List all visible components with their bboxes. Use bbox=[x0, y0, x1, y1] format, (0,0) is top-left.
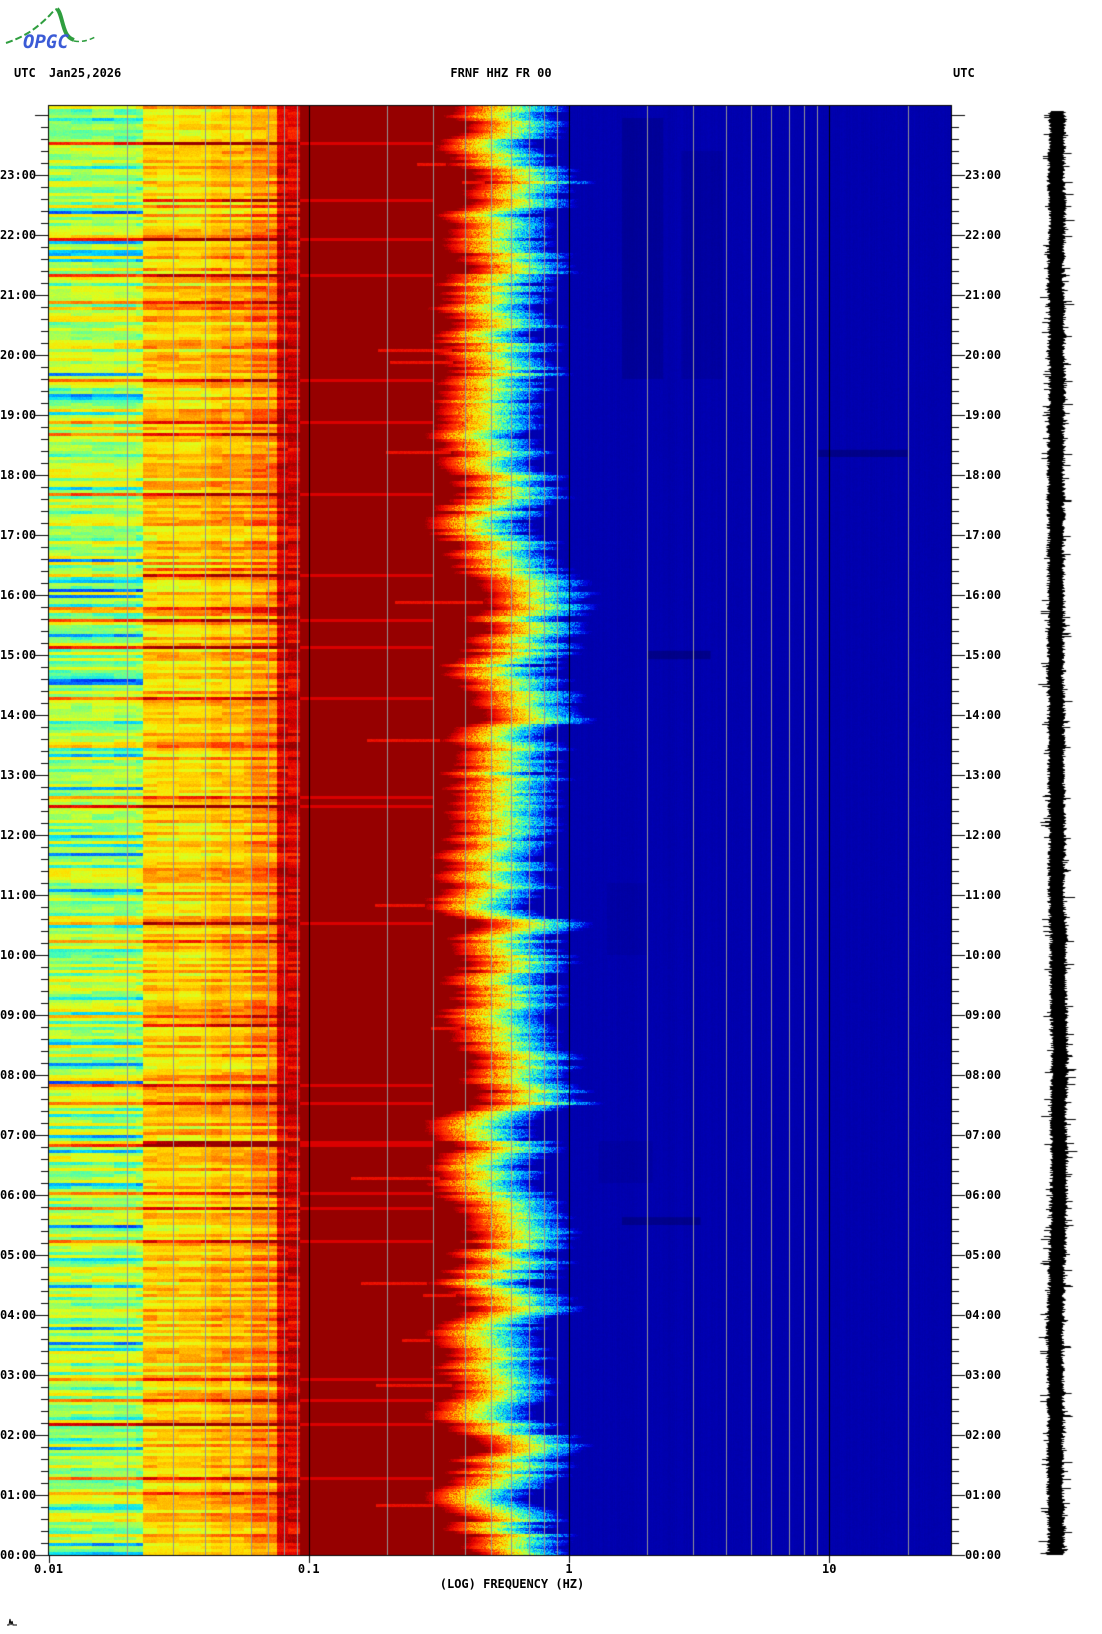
hour-label-left: 16:00 bbox=[0, 588, 37, 602]
hour-label-left: 19:00 bbox=[0, 408, 37, 422]
hour-label-left: 22:00 bbox=[0, 228, 37, 242]
hour-label-left: 21:00 bbox=[0, 288, 37, 302]
freq-tick-label: 0.01 bbox=[34, 1562, 63, 1576]
hour-label-right: 20:00 bbox=[965, 348, 1002, 362]
hour-label-left: 01:00 bbox=[0, 1488, 37, 1502]
hour-label-right: 00:00 bbox=[965, 1548, 1002, 1562]
hour-label-right: 05:00 bbox=[965, 1248, 1002, 1262]
freq-axis-label: (LOG) FREQUENCY (HZ) bbox=[439, 1577, 585, 1591]
hour-label-left: 17:00 bbox=[0, 528, 37, 542]
hour-label-right: 21:00 bbox=[965, 288, 1002, 302]
hour-label-right: 02:00 bbox=[965, 1428, 1002, 1442]
hour-label-right: 13:00 bbox=[965, 768, 1002, 782]
utc-label-right: UTC bbox=[953, 66, 975, 80]
hour-label-left: 20:00 bbox=[0, 348, 37, 362]
hour-label-left: 18:00 bbox=[0, 468, 37, 482]
hour-label-left: 12:00 bbox=[0, 828, 37, 842]
station-title: FRNF HHZ FR 00 bbox=[450, 66, 552, 80]
date-label: Jan25,2026 bbox=[49, 66, 122, 80]
logo-ridge-peak bbox=[55, 7, 75, 42]
freq-tick-label: 0.1 bbox=[297, 1562, 320, 1576]
corner-mark bbox=[7, 1618, 17, 1626]
hour-label-left: 08:00 bbox=[0, 1068, 37, 1082]
hour-label-right: 09:00 bbox=[965, 1008, 1002, 1022]
hour-label-right: 11:00 bbox=[965, 888, 1002, 902]
freq-tick-label: 1 bbox=[565, 1562, 573, 1576]
hour-label-right: 19:00 bbox=[965, 408, 1002, 422]
hour-label-left: 06:00 bbox=[0, 1188, 37, 1202]
hour-label-right: 14:00 bbox=[965, 708, 1002, 722]
hour-label-left: 13:00 bbox=[0, 768, 37, 782]
logo-ridge-right bbox=[73, 35, 98, 43]
hour-label-left: 23:00 bbox=[0, 168, 37, 182]
opgc-logo-text: OPGC bbox=[23, 31, 69, 53]
hour-label-left: 02:00 bbox=[0, 1428, 37, 1442]
hour-label-left: 00:00 bbox=[0, 1548, 37, 1562]
utc-label-left: UTC bbox=[14, 66, 36, 80]
freq-tick-label: 10 bbox=[821, 1562, 837, 1576]
hour-label-right: 07:00 bbox=[965, 1128, 1002, 1142]
hour-label-left: 15:00 bbox=[0, 648, 37, 662]
hour-label-right: 16:00 bbox=[965, 588, 1002, 602]
hour-label-right: 23:00 bbox=[965, 168, 1002, 182]
hour-label-right: 12:00 bbox=[965, 828, 1002, 842]
hour-label-right: 01:00 bbox=[965, 1488, 1002, 1502]
hour-label-left: 03:00 bbox=[0, 1368, 37, 1382]
hour-label-left: 04:00 bbox=[0, 1308, 37, 1322]
opgc-logo: OPGC bbox=[5, 7, 98, 53]
logo-ridge-left bbox=[5, 8, 58, 44]
hour-label-left: 11:00 bbox=[0, 888, 37, 902]
hour-label-left: 05:00 bbox=[0, 1248, 37, 1262]
hour-label-left: 09:00 bbox=[0, 1008, 37, 1022]
hour-label-left: 07:00 bbox=[0, 1128, 37, 1142]
hour-label-left: 14:00 bbox=[0, 708, 37, 722]
hour-label-right: 15:00 bbox=[965, 648, 1002, 662]
hour-label-right: 04:00 bbox=[965, 1308, 1002, 1322]
hour-label-right: 06:00 bbox=[965, 1188, 1002, 1202]
hour-label-right: 17:00 bbox=[965, 528, 1002, 542]
hour-label-right: 18:00 bbox=[965, 468, 1002, 482]
hour-label-right: 08:00 bbox=[965, 1068, 1002, 1082]
hour-label-right: 10:00 bbox=[965, 948, 1002, 962]
hour-label-left: 10:00 bbox=[0, 948, 37, 962]
hour-label-right: 22:00 bbox=[965, 228, 1002, 242]
hour-label-right: 03:00 bbox=[965, 1368, 1002, 1382]
